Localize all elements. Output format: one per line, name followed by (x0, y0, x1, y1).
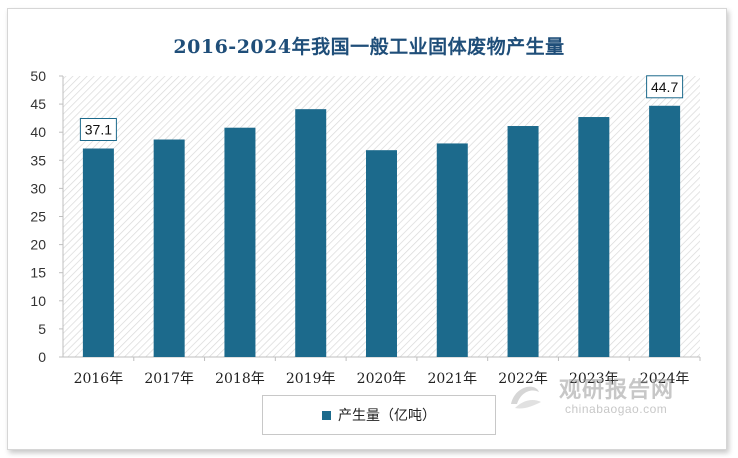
bar-2023年 (578, 117, 610, 357)
y-tick-label: 40 (30, 124, 46, 140)
bar-2019年 (295, 109, 327, 358)
y-tick-label: 30 (30, 180, 46, 196)
x-tick-label: 2022年 (498, 371, 548, 387)
x-tick-label: 2019年 (286, 371, 336, 387)
x-tick-label: 2017年 (144, 371, 194, 387)
bar-2021年 (436, 143, 468, 357)
y-tick-label: 10 (30, 293, 46, 309)
watermark: 观研报告网 chinabaogao.com (505, 372, 695, 420)
x-tick-label: 2021年 (427, 371, 477, 387)
legend: 产生量（亿吨） (262, 395, 496, 435)
legend-label: 产生量（亿吨） (338, 408, 436, 424)
bar-2020年 (366, 150, 397, 357)
watermark-text-en: chinabaogao.com (565, 402, 668, 416)
x-tick-label: 2016年 (74, 371, 124, 387)
data-label: 44.7 (651, 79, 678, 95)
legend-swatch (322, 410, 331, 420)
y-tick-label: 15 (30, 265, 46, 281)
watermark-text-cn: 观研报告网 (559, 378, 675, 403)
bar-2022年 (507, 126, 539, 357)
bar-2024年 (649, 105, 681, 357)
y-tick-label: 50 (30, 68, 46, 84)
data-label: 37.1 (85, 121, 112, 137)
chart-title: 2016-2024年我国一般工业固体废物产生量 (173, 36, 565, 58)
data-label-box (79, 117, 117, 141)
x-tick-label: 2018年 (215, 371, 265, 387)
bar-2016年 (82, 148, 114, 357)
y-tick-label: 35 (30, 152, 46, 168)
y-tick-label: 5 (38, 321, 46, 337)
data-label-box (646, 75, 684, 99)
y-tick-label: 0 (38, 349, 46, 365)
bar-2018年 (224, 127, 256, 357)
x-tick-label: 2020年 (357, 371, 407, 387)
y-tick-label: 45 (30, 96, 46, 112)
bar-2017年 (153, 139, 185, 357)
watermark-logo-icon (511, 386, 541, 409)
x-tick-label: 2023年 (569, 371, 619, 387)
y-tick-label: 25 (30, 209, 46, 225)
y-tick-label: 20 (30, 237, 46, 253)
x-tick-label: 2024年 (640, 371, 690, 387)
